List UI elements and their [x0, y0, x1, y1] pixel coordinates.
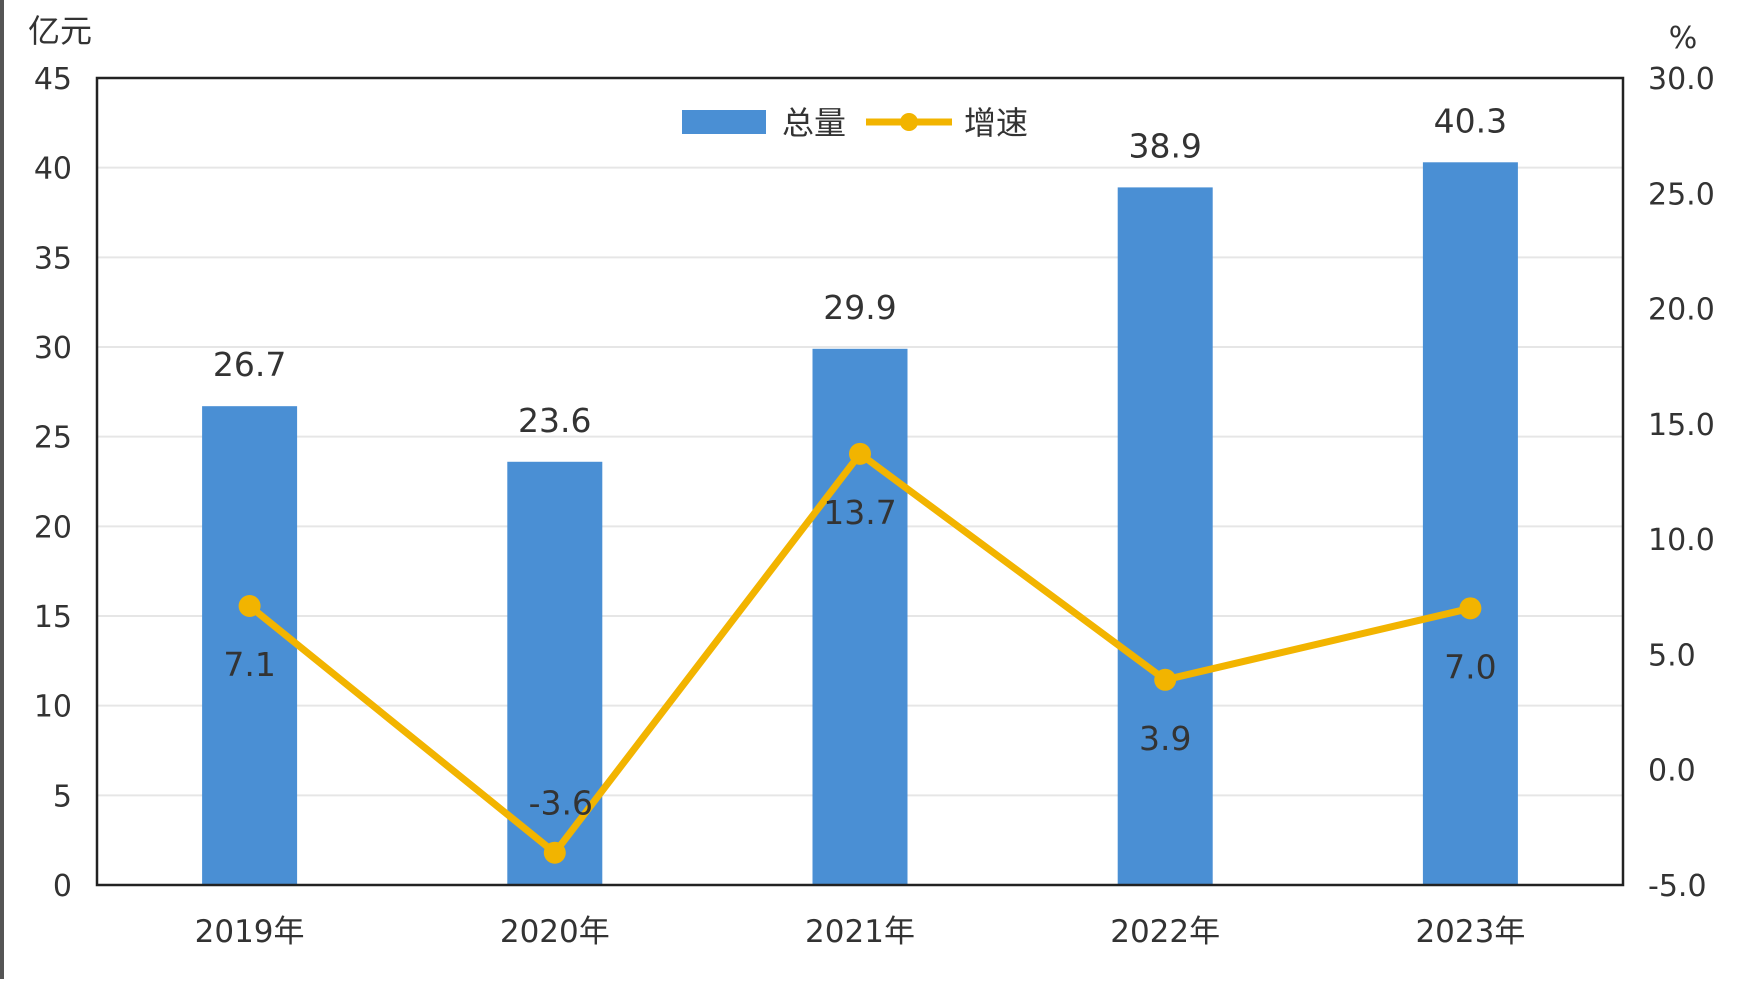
- line-data-label: 7.1: [223, 645, 275, 684]
- y2-tick-label: 5.0: [1648, 638, 1696, 673]
- frame-left-edge: [0, 0, 4, 979]
- bar: [812, 348, 908, 885]
- line-point: [1459, 597, 1482, 620]
- y-tick-label: 35: [34, 241, 72, 276]
- y-axis-title: 亿元: [28, 12, 92, 50]
- line-point: [238, 595, 261, 618]
- bar-data-label: 40.3: [1434, 101, 1507, 140]
- bar-data-label: 26.7: [213, 345, 286, 384]
- bar-data-label: 23.6: [518, 401, 591, 440]
- bar: [1117, 187, 1213, 886]
- y2-axis-title: %: [1669, 21, 1698, 56]
- x-tick-label: 2019年: [195, 914, 305, 950]
- y-tick-label: 20: [34, 510, 72, 545]
- line-data-label: 3.9: [1139, 719, 1191, 758]
- data-labels: 26.7 23.6 29.9 38.9 40.3 7.1 -3.6 13.7 3.9 7.0: [213, 101, 1507, 822]
- y-tick-label: 40: [34, 152, 72, 187]
- x-tick-label: 2021年: [805, 914, 915, 950]
- legend-swatch-bar: [682, 110, 766, 134]
- y-tick-label: 25: [34, 421, 72, 456]
- y-tick-label: 10: [34, 690, 72, 725]
- line-data-label: 13.7: [823, 493, 896, 532]
- y2-tick-label: 25.0: [1648, 177, 1715, 212]
- legend-label-line: 增速: [964, 104, 1028, 142]
- line-point: [1154, 668, 1177, 691]
- bar: [1422, 162, 1518, 885]
- y2-tick-label: 10.0: [1648, 523, 1715, 558]
- x-tick-label: 2023年: [1415, 914, 1525, 950]
- legend-swatch-marker: [900, 113, 918, 131]
- line-series: [238, 442, 1482, 864]
- x-tick-label: 2022年: [1110, 914, 1220, 950]
- y-tick-label: 30: [34, 331, 72, 366]
- y2-tick-label: 20.0: [1648, 293, 1715, 328]
- line-data-label: 7.0: [1444, 647, 1496, 686]
- bar-data-label: 29.9: [823, 288, 896, 327]
- y-tick-label: 15: [34, 600, 72, 635]
- plot-frame: [95, 76, 1625, 887]
- y2-tick-label: 15.0: [1648, 408, 1715, 443]
- x-tick-label: 2020年: [500, 914, 610, 950]
- bar-data-label: 38.9: [1128, 126, 1201, 165]
- y-tick-label: 45: [34, 62, 72, 97]
- line-data-label: -3.6: [529, 784, 593, 823]
- y2-tick-label: 0.0: [1648, 754, 1696, 789]
- bar: [202, 406, 298, 885]
- line-point: [849, 442, 871, 465]
- legend-label-bar: 总量: [782, 104, 846, 142]
- y-tick-label: 0: [53, 869, 72, 904]
- y2-tick-label: -5.0: [1648, 869, 1707, 904]
- axes: 0 5 10 15 20 25 30 35 40 45 -5.0 0.0 5.0 10.0 15.0 20.0…: [34, 62, 1715, 950]
- y-tick-label: 5: [53, 779, 72, 814]
- y2-tick-label: 30.0: [1648, 62, 1715, 97]
- line-point: [543, 841, 566, 864]
- legend: 总量 增速: [682, 104, 1028, 142]
